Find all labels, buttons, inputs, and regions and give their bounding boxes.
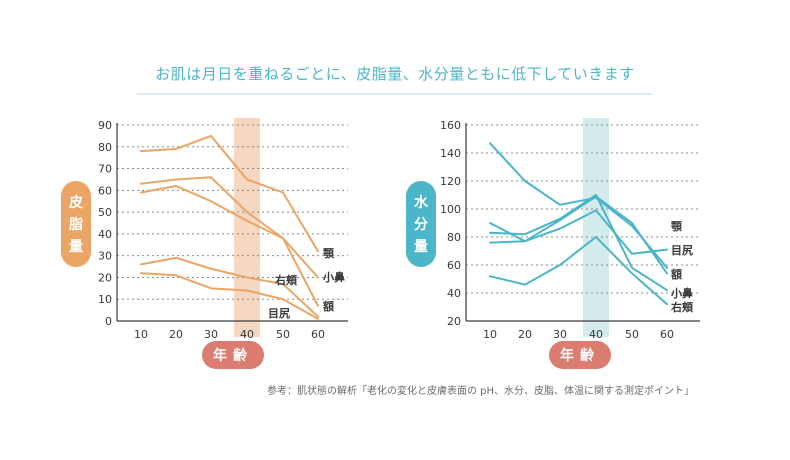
y-tick-label: 120 bbox=[440, 175, 461, 188]
title-underline bbox=[137, 93, 652, 95]
y-tick-label: 80 bbox=[447, 231, 461, 244]
series-label: 小鼻 bbox=[322, 270, 345, 284]
source-note: 参考：肌状態の解析「老化の変化と皮膚表面の pH、水分、皮脂、体温に関する測定ポ… bbox=[266, 386, 694, 397]
series-label: 目尻 bbox=[671, 244, 693, 257]
xlabel-text: 年齢 bbox=[560, 347, 600, 364]
x-tick-label: 30 bbox=[204, 328, 218, 341]
series-line bbox=[140, 272, 319, 320]
x-tick-label: 10 bbox=[134, 328, 148, 341]
water-chart: 20 40 60 80 100 120 140 160 10 20 30 40 50 60 顎目尻額小鼻右頬… bbox=[406, 118, 700, 369]
series-line bbox=[140, 256, 319, 318]
y-tick-label: 60 bbox=[447, 259, 461, 272]
highlight-band bbox=[234, 118, 260, 337]
ylabel-char: 量 bbox=[69, 239, 83, 255]
y-tick-label: 50 bbox=[98, 206, 112, 219]
ylabel-badge bbox=[406, 181, 436, 267]
series-line bbox=[489, 195, 668, 275]
series-line bbox=[489, 236, 668, 306]
x-tick-label: 40 bbox=[589, 328, 603, 341]
series-label: 顎 bbox=[323, 247, 335, 260]
xlabel-pill bbox=[202, 341, 264, 369]
x-tick-label: 20 bbox=[518, 328, 532, 341]
ylabel-char: 分 bbox=[414, 217, 428, 233]
xlabel-pill bbox=[549, 341, 611, 369]
y-tick-label: 160 bbox=[440, 119, 461, 132]
y-tick-label: 40 bbox=[98, 228, 112, 241]
x-tick-label: 60 bbox=[311, 328, 325, 341]
ylabel-char: 量 bbox=[414, 239, 428, 255]
series-line bbox=[489, 209, 668, 255]
series-label: 右頬 bbox=[274, 273, 298, 287]
y-tick-label: 40 bbox=[447, 287, 461, 300]
y-tick-label: 80 bbox=[98, 141, 112, 154]
y-tick-label: 20 bbox=[98, 271, 112, 284]
chart-title: お肌は月日を重ねるごとに、皮脂量、水分量ともに低下していきます bbox=[155, 65, 635, 83]
series-label: 額 bbox=[670, 267, 682, 281]
y-tick-label: 0 bbox=[105, 315, 112, 328]
x-tick-label: 30 bbox=[553, 328, 567, 341]
series-line bbox=[489, 194, 668, 292]
y-tick-label: 20 bbox=[447, 315, 461, 328]
series-label: 右頬 bbox=[670, 300, 694, 314]
x-tick-label: 50 bbox=[276, 328, 290, 341]
y-tick-label: 70 bbox=[98, 163, 112, 176]
series-line bbox=[140, 176, 319, 279]
series-label: 額 bbox=[322, 299, 334, 313]
series-line bbox=[140, 184, 319, 307]
y-tick-label: 30 bbox=[98, 250, 112, 263]
y-tick-label: 140 bbox=[440, 147, 461, 160]
x-tick-label: 50 bbox=[625, 328, 639, 341]
series-label: 目尻 bbox=[268, 307, 290, 320]
x-tick-label: 60 bbox=[660, 328, 674, 341]
y-tick-label: 100 bbox=[440, 203, 461, 216]
ylabel-char: 水 bbox=[414, 194, 429, 211]
x-tick-label: 10 bbox=[483, 328, 497, 341]
ylabel-char: 脂 bbox=[68, 216, 83, 233]
y-tick-label: 60 bbox=[98, 184, 112, 197]
series-label: 小鼻 bbox=[670, 286, 693, 300]
ylabel-badge bbox=[61, 181, 91, 267]
highlight-band bbox=[583, 118, 609, 337]
xlabel-text: 年齢 bbox=[213, 347, 253, 364]
series-line bbox=[140, 134, 319, 253]
y-tick-label: 90 bbox=[98, 119, 112, 132]
y-tick-label: 10 bbox=[98, 293, 112, 306]
x-tick-label: 20 bbox=[169, 328, 183, 341]
ylabel-char: 皮 bbox=[68, 194, 83, 211]
series-label: 顎 bbox=[671, 220, 683, 233]
x-tick-label: 40 bbox=[240, 328, 254, 341]
